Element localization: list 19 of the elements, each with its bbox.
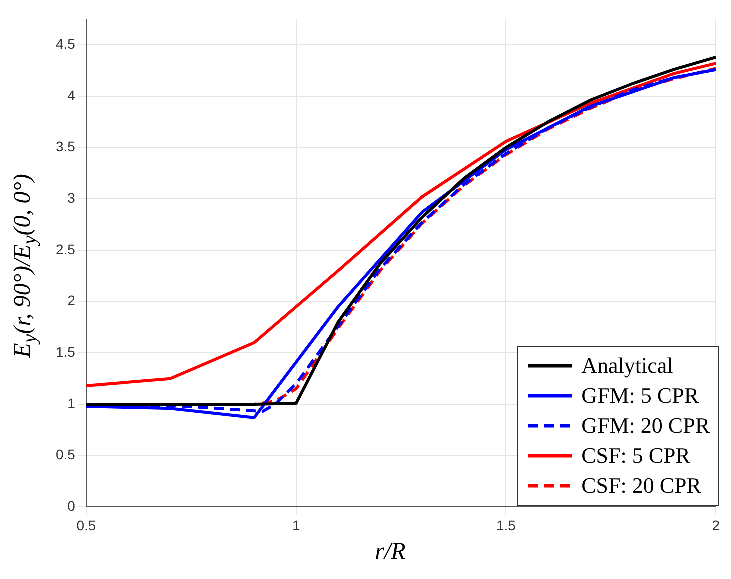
- legend-label: CSF: 20 CPR: [582, 472, 702, 500]
- legend-label: Analytical: [582, 352, 674, 380]
- x-axis-title: r/R: [374, 539, 407, 566]
- y-tick-label: 0: [68, 498, 76, 514]
- x-tick-label: 1.5: [496, 517, 516, 534]
- y-tick-label: 2.5: [56, 241, 76, 258]
- y-tick-label: 1: [68, 395, 76, 412]
- y-tick-label: 0.5: [56, 446, 76, 463]
- y-tick-label: 1.5: [56, 344, 76, 360]
- y-tick-label: 3: [68, 190, 76, 206]
- x-tick-label: 2: [712, 517, 720, 534]
- y-tick-label: 4.5: [56, 36, 76, 52]
- y-tick-label: 2: [68, 292, 76, 309]
- legend-label: GFM: 5 CPR: [582, 382, 699, 410]
- legend-label: CSF: 5 CPR: [582, 442, 690, 470]
- y-tick-label: 3.5: [56, 138, 76, 155]
- x-tick-label: 1: [292, 517, 300, 534]
- legend-label: GFM: 20 CPR: [582, 412, 710, 440]
- y-tick-label: 4: [68, 87, 76, 104]
